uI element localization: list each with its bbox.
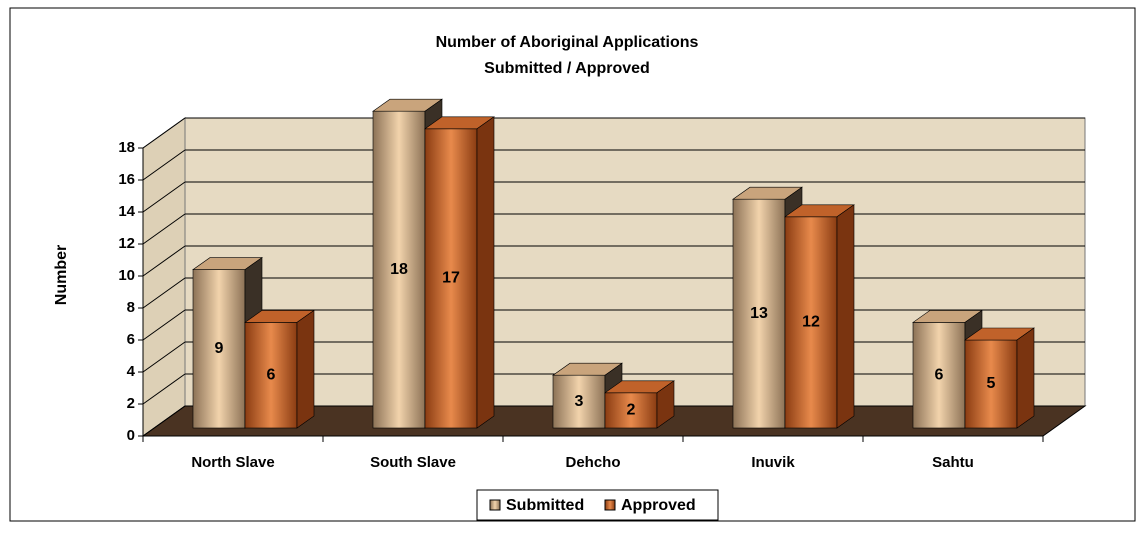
y-tick-label: 8: [127, 299, 135, 316]
x-tick-label: South Slave: [370, 454, 456, 471]
chart-title: Number of Aboriginal Applications: [436, 34, 699, 51]
bar: [604, 380, 675, 429]
x-tick-label: Dehcho: [565, 454, 620, 471]
value-label: 2: [627, 402, 636, 419]
grid-line: [142, 341, 186, 373]
y-tick-label: 2: [127, 395, 135, 412]
x-tick-label: Sahtu: [932, 454, 974, 471]
legend-label: Approved: [621, 497, 696, 514]
value-label: 6: [935, 366, 944, 383]
legend-box: [476, 489, 719, 521]
bar: [244, 309, 315, 429]
bar-front: [784, 216, 838, 429]
y-tick-label: 16: [118, 171, 135, 188]
y-tick-label: 4: [127, 363, 136, 380]
grid-line: [142, 309, 186, 341]
x-tick-label: Inuvik: [751, 454, 795, 471]
bar-front: [732, 198, 786, 429]
y-tick-label: 6: [127, 331, 135, 348]
legend-swatch: [489, 499, 501, 511]
y-tick-label: 10: [118, 267, 135, 284]
y-tick-label: 12: [118, 235, 135, 252]
bar-front: [372, 110, 426, 429]
bar-side: [1016, 327, 1035, 429]
bar-front: [424, 128, 478, 429]
bar-side: [836, 204, 855, 429]
grid-line: [142, 405, 186, 437]
legend-swatch: [604, 499, 616, 511]
value-label: 13: [750, 305, 768, 322]
grid-line: [142, 213, 186, 245]
value-label: 12: [802, 314, 820, 331]
bar-side: [476, 116, 495, 429]
bar-front: [912, 322, 966, 429]
value-label: 6: [267, 366, 276, 383]
bar-front: [604, 392, 658, 429]
grid-line: [142, 181, 186, 213]
side-wall: [142, 117, 186, 437]
bar-side: [656, 380, 675, 429]
value-label: 9: [215, 340, 224, 357]
bar-front: [552, 374, 606, 429]
y-tick-label: 0: [127, 427, 135, 444]
grid-line: [142, 149, 186, 181]
value-label: 18: [390, 261, 408, 278]
bar-front: [192, 269, 246, 429]
y-tick-label: 18: [118, 139, 135, 156]
bar-front: [964, 339, 1018, 429]
bar-side: [296, 309, 315, 429]
y-axis-label: Number: [53, 245, 70, 305]
bar-front: [244, 322, 298, 429]
value-label: 17: [442, 270, 460, 287]
chart-subtitle: Submitted / Approved: [484, 60, 650, 77]
grid-line: [142, 277, 186, 309]
value-label: 5: [987, 375, 996, 392]
bar: [964, 327, 1035, 429]
value-label: 3: [575, 393, 584, 410]
grid-line: [142, 245, 186, 277]
grid-line: [142, 117, 186, 149]
bars: 9 6 18 17 3 2 13 12 6 5: [192, 98, 1035, 429]
y-tick-label: 14: [118, 203, 135, 220]
bar: [784, 204, 855, 429]
x-tick-label: North Slave: [191, 454, 274, 471]
bar: [372, 98, 443, 429]
grid-line: [142, 373, 186, 405]
legend-label: Submitted: [506, 497, 584, 514]
bar: [552, 362, 623, 429]
bar: [424, 116, 495, 429]
